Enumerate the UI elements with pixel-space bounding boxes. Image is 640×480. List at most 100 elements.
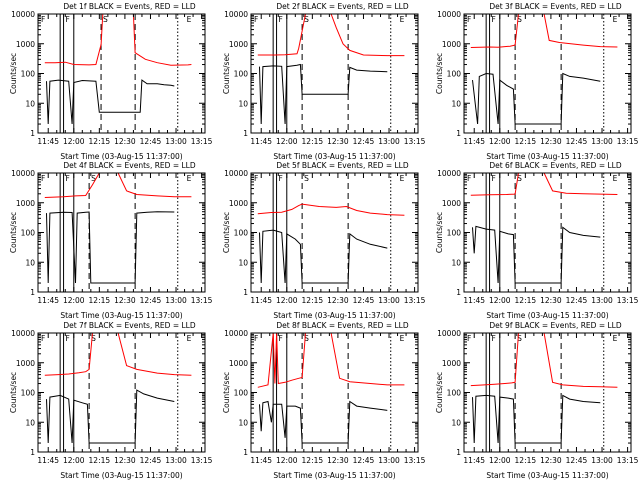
x-tick-label: 13:00 [591,296,613,305]
panel-2: Det 2f BLACK = Events, RED = LLD F F S E 1 10 1… [222,2,426,161]
flag-letter: F [254,334,258,343]
panel-title: Det 3f BLACK = Events, RED = LLD [489,2,622,11]
x-tick-label: 12:15 [302,137,324,146]
y-axis-label: Counts/sec [435,53,444,94]
x-tick-label: 11:45 [463,137,485,146]
y-tick-label: 1000 [442,40,461,49]
flag-letter: F [41,15,45,24]
x-tick-label: 12:45 [353,137,375,146]
y-tick-label: 100 [447,389,462,398]
red-series-line [257,332,405,388]
flag-letter: F [467,334,471,343]
y-tick-label: 1000 [442,359,461,368]
x-tick-label: 13:00 [165,456,187,465]
x-tick-label: 12:00 [63,296,85,305]
x-tick-label: 12:15 [515,137,537,146]
flag-letter: F [492,334,496,343]
axes-frame [463,172,632,293]
flag-letter: S [103,15,108,24]
axes-frame [37,13,206,134]
flag-letter: F [279,15,283,24]
y-tick-label: 10 [451,418,461,427]
x-tick-label: 12:00 [489,296,511,305]
black-series-line [472,225,601,284]
x-tick-label: 13:00 [378,137,400,146]
x-tick-label: 12:30 [114,296,136,305]
panel-8: Det 8f BLACK = Events, RED = LLD F F S E 1 10 1… [222,321,426,480]
x-tick-label: 12:15 [89,137,111,146]
y-tick-label: 10 [451,258,461,267]
x-tick-label: 12:45 [566,296,588,305]
y-tick-label: 10000 [224,10,248,19]
red-series-line [257,203,405,216]
flag-letter: F [279,334,283,343]
y-tick-label: 10000 [437,329,461,338]
x-tick-label: 12:00 [489,456,511,465]
x-axis-label: Start Time (03-Aug-15 11:37:00) [60,471,182,480]
y-tick-label: 10000 [11,10,35,19]
x-tick-label: 12:45 [140,456,162,465]
panel-title: Det 1f BLACK = Events, RED = LLD [63,2,196,11]
panel-7: Det 7f BLACK = Events, RED = LLD F F S E 1 10 1… [9,321,213,480]
y-tick-label: 10 [25,258,35,267]
x-tick-label: 12:30 [540,296,562,305]
x-axis-label: Start Time (03-Aug-15 11:37:00) [273,471,395,480]
y-tick-label: 10 [238,99,248,108]
panel-6: Det 6f BLACK = Events, RED = LLD F F S E 1 10 1… [435,161,639,320]
x-tick-label: 13:15 [617,456,639,465]
flag-letter: F [41,334,45,343]
axes-frame [37,172,206,293]
x-axis-label: Start Time (03-Aug-15 11:37:00) [486,311,608,320]
x-tick-label: 12:30 [540,137,562,146]
flag-letter: F [254,15,258,24]
x-tick-label: 12:15 [89,296,111,305]
x-tick-label: 13:15 [617,296,639,305]
y-tick-label: 100 [21,70,36,79]
flag-letter: F [467,15,471,24]
panel-title: Det 6f BLACK = Events, RED = LLD [489,161,622,170]
flag-letter: F [66,15,70,24]
x-tick-label: 13:00 [591,137,613,146]
flag-letter: E [400,334,405,343]
flag-letter: S [517,15,522,24]
y-tick-label: 1 [456,288,461,297]
x-tick-label: 11:45 [250,456,272,465]
x-tick-label: 12:15 [89,456,111,465]
x-axis-label: Start Time (03-Aug-15 11:37:00) [273,152,395,161]
x-tick-label: 12:00 [63,456,85,465]
y-tick-label: 1 [456,129,461,138]
x-tick-label: 12:30 [540,456,562,465]
panel-5: Det 5f BLACK = Events, RED = LLD F F S E 1 10 1… [222,161,426,320]
x-tick-label: 12:15 [515,296,537,305]
x-tick-label: 12:30 [327,137,349,146]
x-tick-label: 13:15 [191,137,213,146]
y-tick-label: 10000 [11,169,35,178]
panel-title: Det 7f BLACK = Events, RED = LLD [63,321,196,330]
x-tick-label: 13:15 [404,137,426,146]
y-tick-label: 1000 [229,359,248,368]
y-axis-label: Counts/sec [9,212,18,253]
x-tick-label: 12:00 [63,137,85,146]
flag-letter: E [613,174,618,183]
x-tick-label: 11:45 [463,296,485,305]
flag-letter: F [66,334,70,343]
black-series-line [472,394,601,444]
y-tick-label: 10000 [224,169,248,178]
y-axis-label: Counts/sec [222,212,231,253]
x-tick-label: 13:00 [165,137,187,146]
y-axis-label: Counts/sec [435,372,444,413]
x-tick-label: 12:00 [276,456,298,465]
x-tick-label: 12:45 [140,137,162,146]
x-tick-label: 12:30 [327,296,349,305]
flag-letter: S [517,334,522,343]
x-tick-label: 11:45 [250,296,272,305]
black-series-line [259,229,388,284]
black-series-line [259,400,388,444]
flag-letter: E [613,15,618,24]
y-tick-label: 1 [243,288,248,297]
y-axis-label: Counts/sec [9,53,18,94]
y-tick-label: 100 [447,70,462,79]
panel-title: Det 2f BLACK = Events, RED = LLD [276,2,409,11]
y-tick-label: 10 [25,418,35,427]
flag-letter: F [254,174,258,183]
